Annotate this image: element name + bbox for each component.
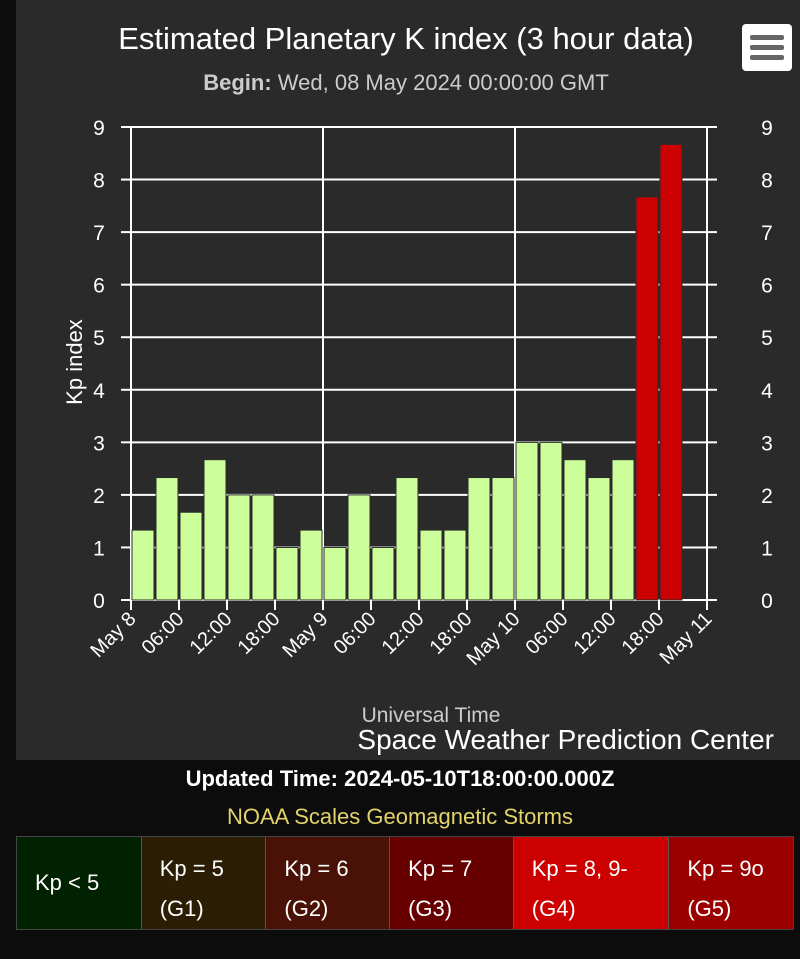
y-tick-label: 2 — [93, 485, 105, 508]
noaa-scales-title: NOAA Scales Geomagnetic Storms — [226, 804, 574, 829]
kp-bar — [227, 494, 251, 601]
y-tick-label-right: 1 — [761, 537, 773, 560]
grid-lines — [130, 126, 708, 601]
kp-bar — [395, 477, 419, 601]
kp-bar — [443, 529, 467, 601]
scale-label: Kp = 5 — [159, 856, 224, 881]
kp-bar — [203, 459, 227, 601]
chart-subtitle: Begin: Wed, 08 May 2024 00:00:00 GMT — [203, 70, 609, 95]
y-tick-label: 3 — [93, 432, 105, 455]
kp-bar — [299, 529, 323, 601]
kp-bar — [179, 511, 203, 601]
scale-cell-g3: Kp = 7 (G3) — [390, 837, 514, 929]
kp-bar — [155, 477, 179, 601]
kp-bar — [587, 477, 611, 601]
begin-label: Begin: — [203, 70, 271, 95]
y-tick-label: 0 — [93, 590, 105, 613]
scale-g-level: (G3) — [408, 896, 453, 921]
credit-text: Space Weather Prediction Center — [357, 724, 774, 755]
kp-bar — [659, 143, 683, 601]
kp-bar — [275, 546, 299, 601]
bars — [131, 143, 683, 601]
x-tick-label: May 10 — [463, 608, 525, 670]
y-tick-label-right: 2 — [761, 485, 773, 508]
y-tick-label: 5 — [93, 327, 105, 350]
y-axis-label: Kp index — [62, 319, 87, 405]
x-axis-label: Universal Time — [362, 704, 501, 727]
chart-menu-button[interactable] — [742, 24, 792, 71]
y-tick-label: 8 — [93, 170, 105, 193]
y-tick-label-right: 7 — [761, 222, 773, 245]
y-tick-label: 1 — [93, 537, 105, 560]
scale-cell-below-g1: Kp < 5 — [17, 837, 142, 929]
scale-label: Kp = 7 — [408, 856, 473, 881]
scale-cell-g5: Kp = 9o (G5) — [669, 837, 794, 929]
x-tick-label: 12:00 — [186, 608, 237, 659]
y-tick-label-right: 3 — [761, 432, 773, 455]
y-tick-label-right: 6 — [761, 275, 773, 298]
kp-bar — [491, 477, 515, 601]
scale-label: Kp = 6 — [284, 856, 349, 881]
scale-label: Kp = 9o — [687, 856, 764, 881]
begin-value: Wed, 08 May 2024 00:00:00 GMT — [278, 70, 609, 95]
x-tick-label: May 8 — [86, 608, 140, 662]
y-tick-label: 9 — [93, 117, 105, 140]
kp-bar — [347, 494, 371, 601]
updated-time: Updated Time: 2024-05-10T18:00:00.000Z — [185, 766, 615, 791]
scale-cell-g2: Kp = 6 (G2) — [266, 837, 391, 929]
scale-label: Kp = 8, 9- — [531, 856, 628, 881]
x-tick-label: May 11 — [656, 608, 717, 669]
kp-bar — [635, 196, 659, 601]
kp-bar — [611, 459, 635, 601]
x-tick-label: 06:00 — [330, 608, 381, 659]
noaa-scale-table: Kp < 5 Kp = 5 (G1) Kp = 6 (G2) Kp = 7 (G… — [16, 836, 794, 930]
scale-g-level: (G4) — [531, 896, 576, 921]
kp-bar — [467, 477, 491, 601]
y-tick-label-right: 9 — [761, 117, 773, 140]
scale-g-level: (G1) — [159, 896, 204, 921]
scale-cell-g1: Kp = 5 (G1) — [141, 837, 267, 929]
y-tick-label-right: 0 — [761, 590, 773, 613]
x-tick-label: 06:00 — [138, 608, 189, 659]
y-tick-label-right: 8 — [761, 170, 773, 193]
scale-g-level: (G2) — [284, 896, 329, 921]
x-tick-label: 12:00 — [570, 608, 621, 659]
kp-bar — [563, 459, 587, 601]
kp-bar — [131, 529, 155, 601]
y-tick-label: 4 — [93, 380, 105, 403]
kp-chart: Estimated Planetary K index (3 hour data… — [62, 21, 774, 755]
x-tick-label: 18:00 — [234, 608, 285, 659]
y-tick-label: 7 — [93, 222, 105, 245]
scale-cell-g4: Kp = 8, 9- (G4) — [513, 837, 670, 929]
x-tick-label: 12:00 — [378, 608, 429, 659]
kp-bar — [539, 441, 563, 601]
y-tick-label-right: 4 — [761, 380, 773, 403]
kp-bar — [371, 546, 395, 601]
kp-bar — [323, 546, 347, 601]
kp-bar — [251, 494, 275, 601]
x-tick-label: May 9 — [278, 608, 332, 662]
scale-label: Kp < 5 — [35, 870, 100, 895]
hamburger-menu-icon — [750, 35, 784, 40]
y-tick-label-right: 5 — [761, 327, 773, 350]
kp-bar — [419, 529, 443, 601]
y-tick-label: 6 — [93, 275, 105, 298]
chart-title: Estimated Planetary K index (3 hour data… — [118, 21, 694, 56]
chart-panel: Estimated Planetary K index (3 hour data… — [16, 0, 800, 760]
kp-bar — [515, 441, 539, 601]
scale-g-level: (G5) — [687, 896, 732, 921]
x-tick-label: 06:00 — [522, 608, 573, 659]
